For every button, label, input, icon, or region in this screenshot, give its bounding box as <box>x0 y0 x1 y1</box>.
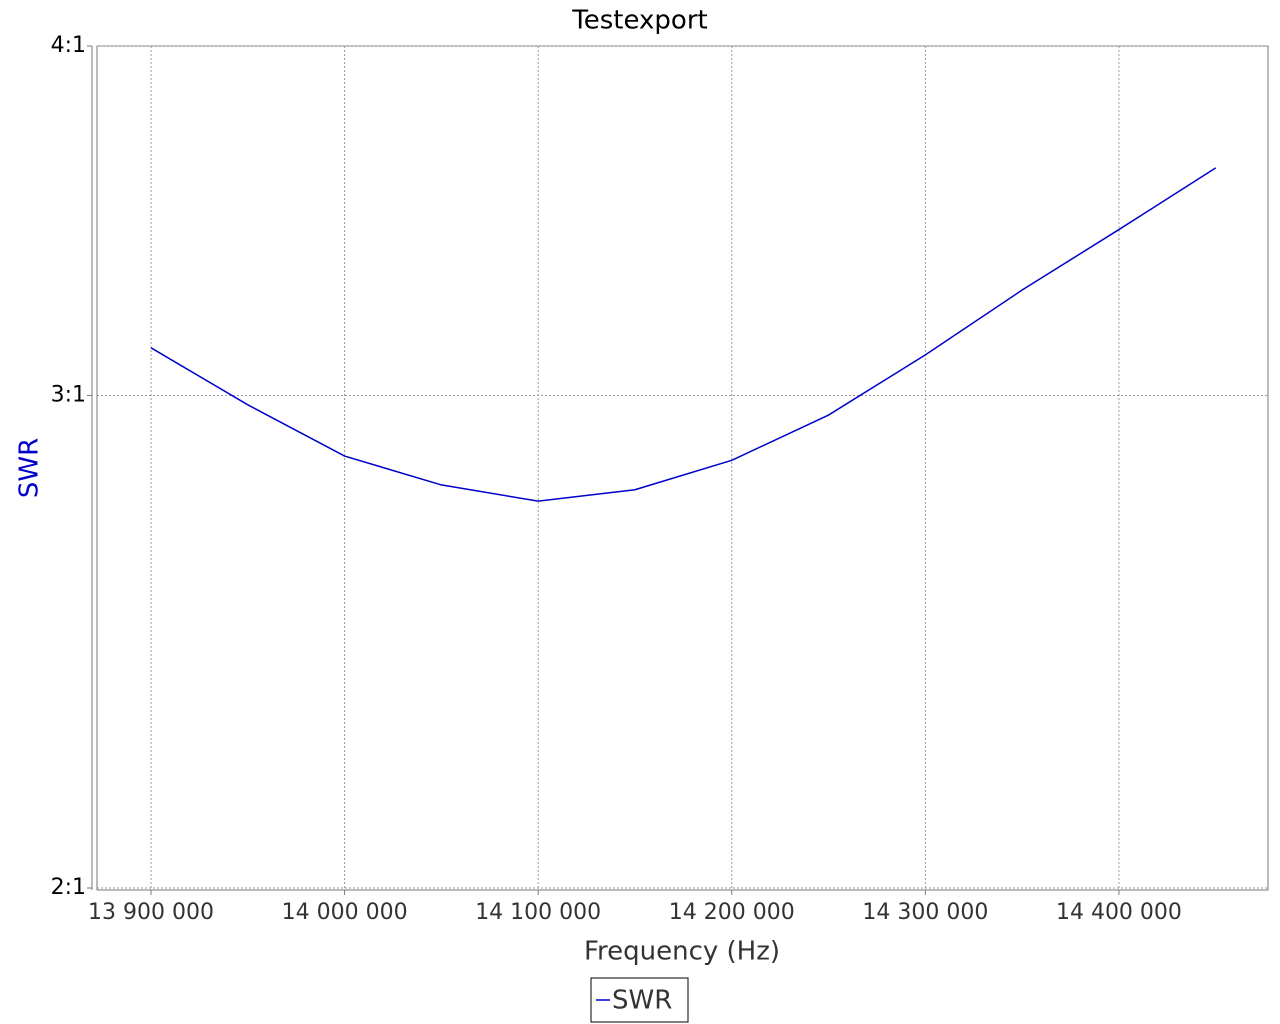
x-tick-label: 13 900 000 <box>88 900 214 925</box>
y-tick-label: 3:1 <box>51 382 86 407</box>
x-tick-label: 14 300 000 <box>862 900 988 925</box>
chart-title: Testexport <box>571 6 707 36</box>
legend-label: SWR <box>612 986 672 1016</box>
x-tick-label: 14 100 000 <box>475 900 601 925</box>
y-tick-label: 2:1 <box>51 875 86 900</box>
x-tick-label: 14 200 000 <box>669 900 795 925</box>
x-axis-label: Frequency (Hz) <box>584 937 780 967</box>
series-line <box>150 167 1217 502</box>
x-tick-label: 14 400 000 <box>1056 900 1182 925</box>
legend: SWR <box>590 977 689 1023</box>
y-tick-label: 4:1 <box>51 33 86 58</box>
x-tick-label: 14 000 000 <box>282 900 408 925</box>
y-axis-label: SWR <box>15 438 45 498</box>
